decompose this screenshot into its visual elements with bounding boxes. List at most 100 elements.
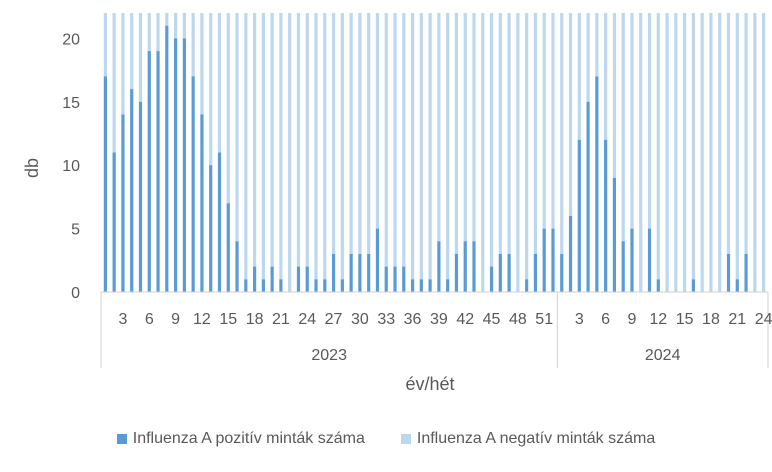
bar-negative xyxy=(130,13,134,90)
legend-item-negative: Influenza A negatív minták száma xyxy=(400,430,656,448)
bar-negative xyxy=(630,13,634,229)
bar-negative xyxy=(437,13,441,242)
bar-positive xyxy=(472,241,476,292)
bar-positive xyxy=(261,279,265,292)
bar-negative xyxy=(472,13,476,242)
x-tick-label: 18 xyxy=(246,311,264,328)
y-tick-label: 5 xyxy=(71,222,80,239)
legend: Influenza A pozitív minták száma Influen… xyxy=(0,430,772,448)
legend-label-positive: Influenza A pozitív minták száma xyxy=(132,430,365,447)
bar-negative xyxy=(753,13,757,292)
bar-negative xyxy=(226,13,230,204)
bar-negative xyxy=(735,13,739,280)
y-axis-label: db xyxy=(22,158,42,178)
bar-positive xyxy=(305,266,309,292)
bar-positive xyxy=(349,253,353,292)
bar-negative xyxy=(375,13,380,229)
bar-negative xyxy=(726,13,731,254)
bar-negative xyxy=(191,13,195,77)
bar-positive xyxy=(340,279,344,292)
bar-positive xyxy=(103,76,107,292)
x-tick-label: 15 xyxy=(676,311,694,328)
bar-negative xyxy=(700,13,704,292)
bar-negative xyxy=(762,13,766,292)
bar-positive xyxy=(252,266,257,292)
x-tick-label: 18 xyxy=(702,311,720,328)
bar-negative xyxy=(252,13,257,267)
bar-positive xyxy=(402,266,406,292)
x-axis-label: év/hét xyxy=(405,374,454,394)
bar-negative xyxy=(507,13,511,254)
bar-negative xyxy=(533,13,538,254)
bar-negative xyxy=(393,13,397,267)
bar-negative xyxy=(331,13,336,254)
x-tick-label: 3 xyxy=(575,311,584,328)
bar-positive xyxy=(375,228,380,292)
bar-positive xyxy=(498,253,502,292)
bar-negative xyxy=(744,13,748,254)
bar-negative xyxy=(217,13,222,153)
bar-negative xyxy=(209,13,213,166)
bar-negative xyxy=(384,13,388,267)
x-tick-label: 6 xyxy=(601,311,610,328)
x-tick-label: 27 xyxy=(325,311,343,328)
bar-positive xyxy=(209,165,213,292)
bar-positive xyxy=(419,279,423,292)
bar-negative xyxy=(718,13,722,292)
x-axis-tick-labels: 3 6 9 12 15 18 21 24 27 30 33 36 39 42 45 48 51 3 6 9 12 15 18… xyxy=(118,311,772,328)
bar-positive xyxy=(551,228,555,292)
bar-negative xyxy=(568,13,573,216)
bar-positive xyxy=(533,253,538,292)
bar-negative xyxy=(525,13,529,280)
x-axis xyxy=(100,291,769,368)
bar-positive xyxy=(138,101,143,293)
bar-positive xyxy=(604,139,608,292)
bar-positive xyxy=(647,228,652,292)
bar-negative xyxy=(174,13,178,39)
bar-negative xyxy=(244,13,248,280)
bar-positive xyxy=(235,241,239,292)
bar-positive xyxy=(489,266,494,292)
bar-positive xyxy=(542,228,546,292)
bar-negative xyxy=(665,13,669,292)
bar-negative xyxy=(516,13,520,292)
bar-positive xyxy=(165,25,169,293)
bar-positive xyxy=(217,152,222,292)
x-tick-label: 48 xyxy=(509,311,527,328)
y-tick-label: 20 xyxy=(62,31,80,48)
bar-negative xyxy=(340,13,344,280)
bar-negative xyxy=(138,13,143,102)
bar-positive xyxy=(428,279,432,292)
bar-positive xyxy=(130,89,134,292)
bar-positive xyxy=(147,51,151,292)
bar-positive xyxy=(200,114,204,292)
bar-positive xyxy=(112,152,116,292)
bar-positive xyxy=(735,279,739,292)
x-tick-label: 42 xyxy=(456,311,474,328)
bar-positive xyxy=(568,215,573,292)
bar-positive xyxy=(560,253,564,292)
x-tick-label: 15 xyxy=(219,311,237,328)
bar-negative xyxy=(358,13,362,254)
bar-negative xyxy=(639,13,643,292)
bar-positive xyxy=(726,253,731,292)
bar-negative xyxy=(235,13,239,242)
x-tick-label: 24 xyxy=(755,311,772,328)
bar-negative xyxy=(261,13,265,280)
bar-positive xyxy=(358,253,362,292)
bar-negative xyxy=(604,13,608,140)
y-tick-label: 15 xyxy=(62,95,80,112)
bar-positive xyxy=(525,279,529,292)
x-tick-label: 51 xyxy=(535,311,553,328)
bar-negative xyxy=(305,13,309,267)
bar-positive xyxy=(156,51,160,292)
bar-positive xyxy=(446,279,450,292)
legend-label-negative: Influenza A negatív minták száma xyxy=(416,430,656,447)
bar-negative xyxy=(121,13,125,115)
bar-negative xyxy=(647,13,652,229)
bar-negative xyxy=(314,13,318,280)
bar-negative xyxy=(200,13,204,115)
bar-negative xyxy=(279,13,283,280)
bar-negative xyxy=(112,13,116,153)
